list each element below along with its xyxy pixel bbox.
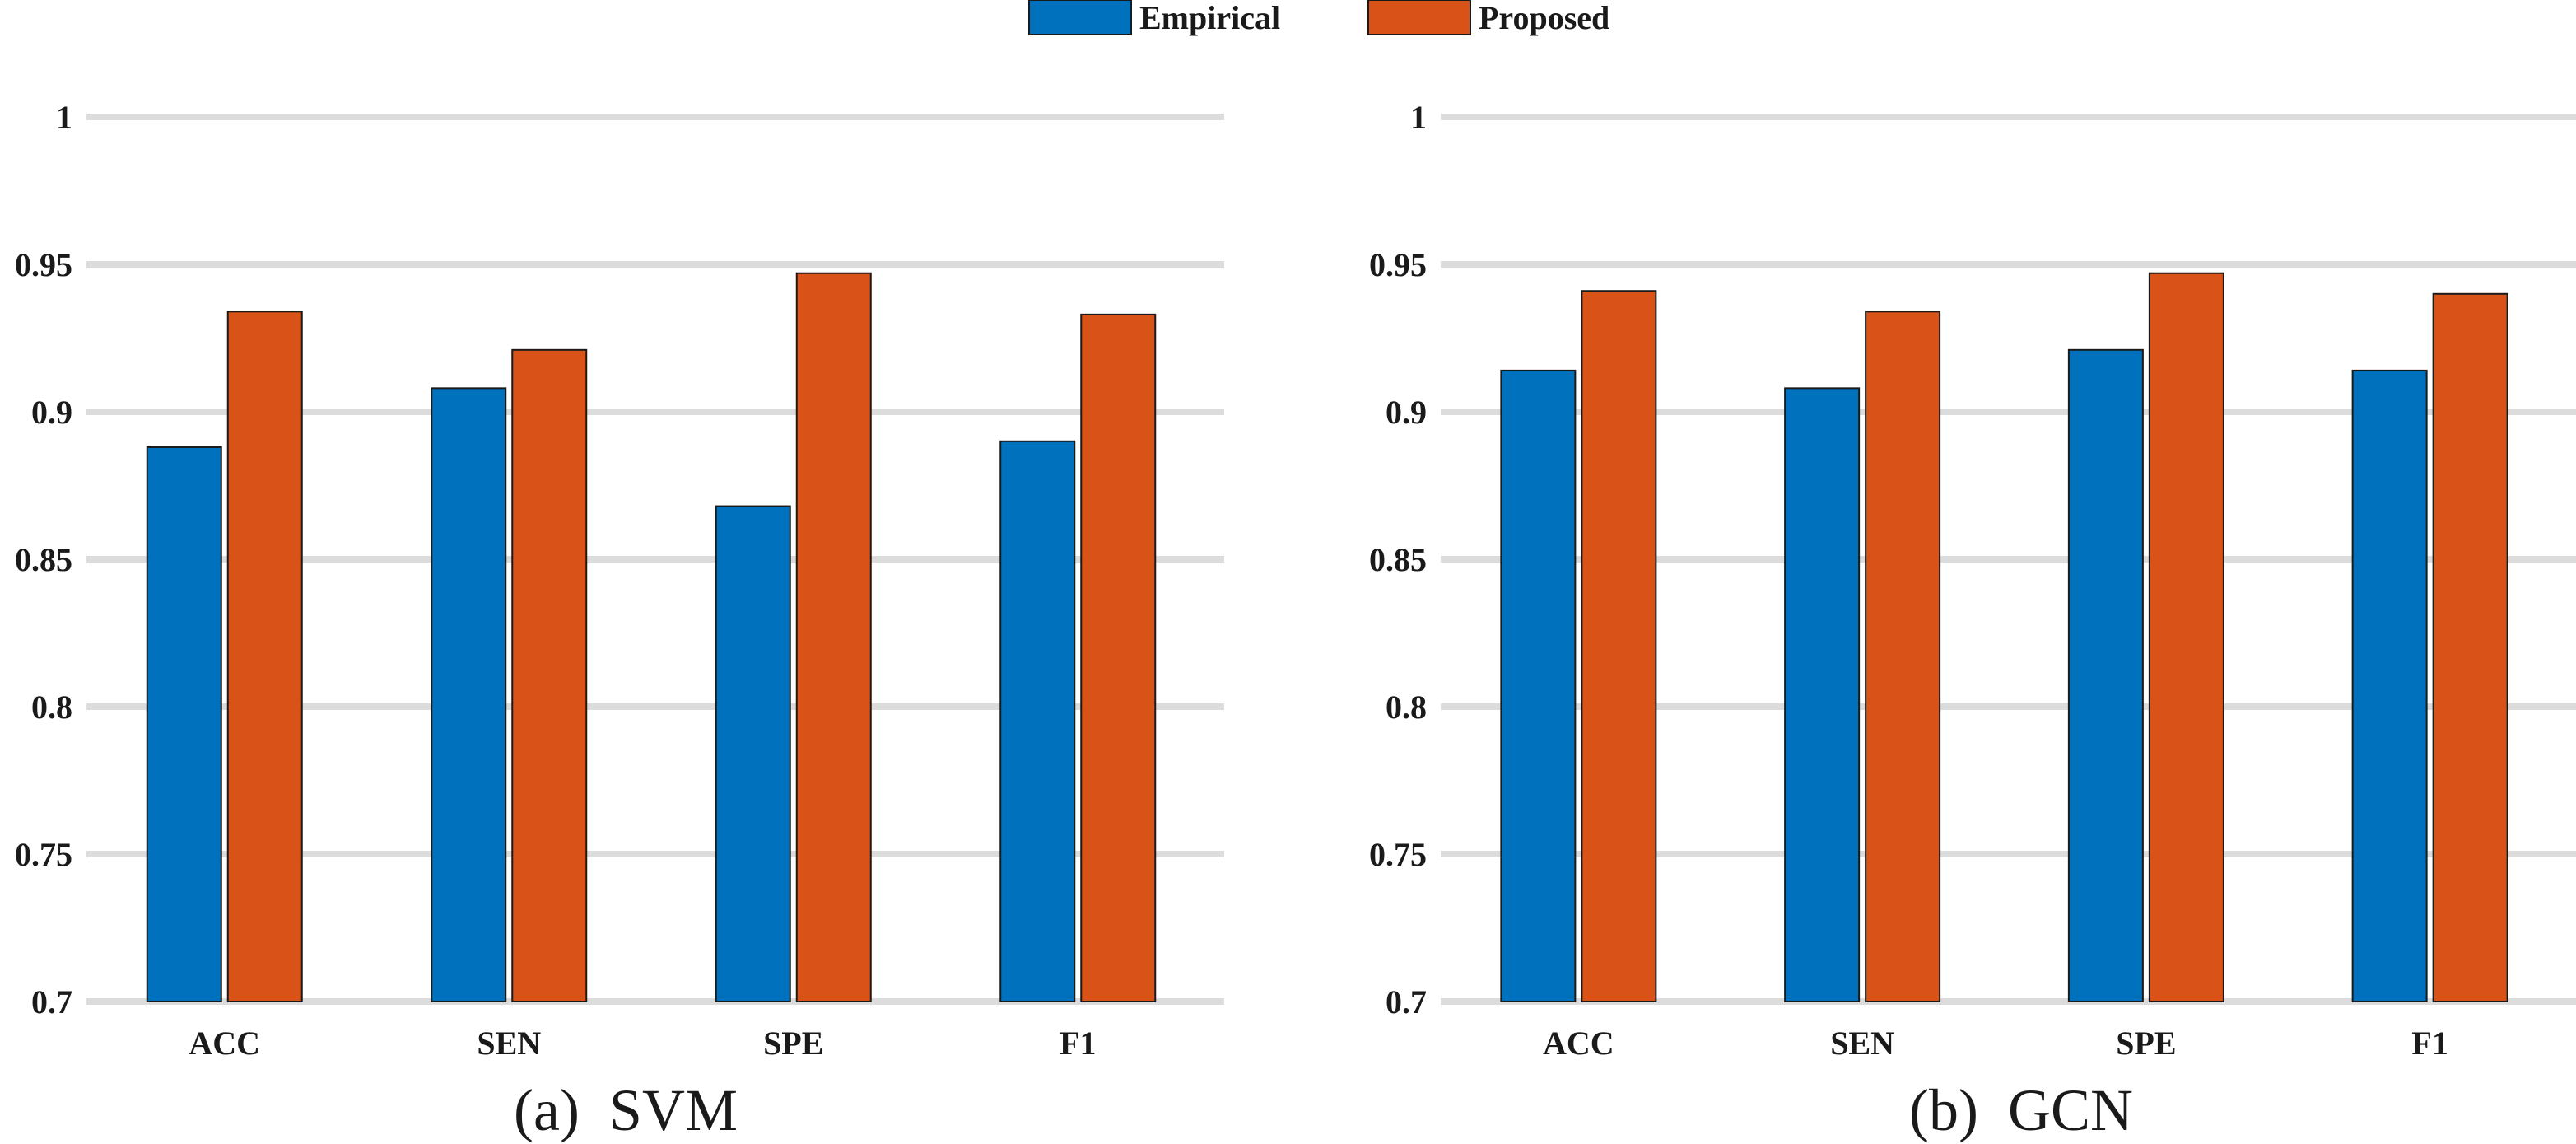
y-tick-label: 0.95 (15, 246, 72, 283)
chart-panel-gcn: 0.7 0.75 0.8 0.85 0.9 0.95 1 ACC SEN SPE F1 (b) GCN (1369, 99, 2576, 1143)
bar-proposed-f1 (1080, 313, 1157, 1002)
legend-label-empirical: Empirical (1139, 0, 1280, 36)
bar-proposed-acc (226, 311, 303, 1002)
y-tick-label: 0.85 (15, 541, 72, 578)
legend: Empirical Proposed (1028, 0, 1609, 36)
x-category-label: SEN (477, 1025, 541, 1062)
bar-proposed-sen (511, 348, 588, 1002)
bar-proposed-acc (1581, 290, 1657, 1003)
x-category-label: SEN (1830, 1025, 1894, 1062)
bar-empirical-acc (1500, 369, 1577, 1002)
legend-swatch-empirical (1028, 0, 1132, 35)
bar-proposed-spe (795, 272, 872, 1002)
x-category-label: SPE (2116, 1025, 2176, 1062)
chart-caption: (a) SVM (514, 1077, 738, 1143)
y-tick-label: 1 (56, 99, 72, 136)
bar-empirical-spe (2067, 348, 2144, 1002)
bar-empirical-f1 (2351, 369, 2428, 1002)
y-tick-label: 0.8 (1386, 689, 1427, 726)
bar-proposed-spe (2148, 272, 2224, 1002)
y-tick-label: 0.7 (31, 983, 72, 1020)
x-category-label: ACC (189, 1025, 260, 1062)
chart-panel-svm: 0.7 0.75 0.8 0.85 0.9 0.95 1 ACC SEN SPE F1 (a) SVM (15, 99, 1224, 1143)
x-category-label: ACC (1543, 1025, 1614, 1062)
bar-proposed-sen (1865, 311, 1941, 1002)
legend-label-proposed: Proposed (1479, 0, 1609, 36)
bar-empirical-f1 (999, 440, 1076, 1002)
bar-empirical-sen (1784, 387, 1861, 1002)
y-tick-label: 0.75 (1369, 836, 1427, 873)
legend-swatch-proposed (1367, 0, 1471, 35)
y-tick-label: 0.9 (31, 394, 72, 431)
chart-caption: (b) GCN (1909, 1077, 2133, 1143)
y-tick-label: 0.8 (31, 689, 72, 726)
bar-empirical-acc (146, 446, 222, 1002)
bar-empirical-sen (431, 387, 507, 1002)
bar-empirical-spe (715, 505, 791, 1002)
y-tick-label: 0.95 (1369, 246, 1427, 283)
y-tick-label: 0.85 (1369, 541, 1427, 578)
bar-proposed-f1 (2432, 292, 2508, 1002)
y-tick-label: 0.75 (15, 836, 72, 873)
x-category-label: SPE (763, 1025, 823, 1062)
x-category-label: F1 (1060, 1025, 1096, 1062)
x-category-label: F1 (2411, 1025, 2448, 1062)
y-tick-label: 1 (1410, 99, 1427, 136)
y-tick-label: 0.9 (1386, 394, 1427, 431)
y-tick-label: 0.7 (1386, 983, 1427, 1020)
